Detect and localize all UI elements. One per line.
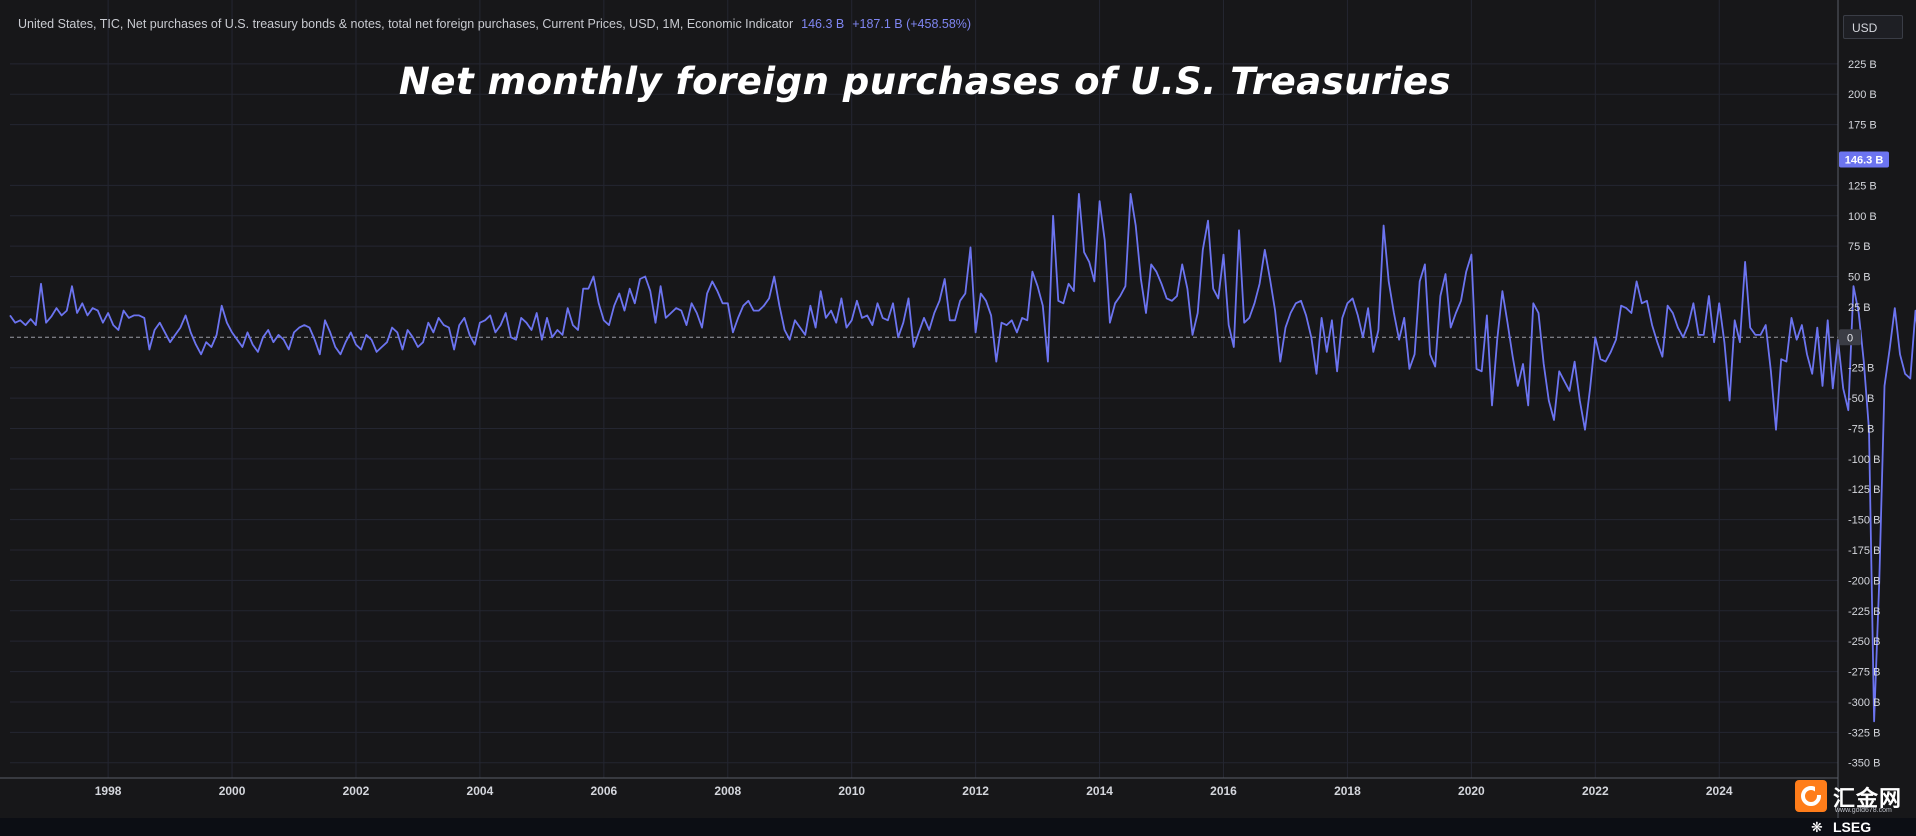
y-tick-label: -275 B [1848,667,1880,679]
y-tick-label: -300 B [1848,697,1880,709]
watermark-brand: 汇金网 www.gold678.com ❋ LSEG [1795,780,1916,836]
series-description: United States, TIC, Net purchases of U.S… [18,17,794,31]
brand-name: 汇金网 [1833,787,1903,812]
axis-badges: 146.3 B [1839,151,1889,168]
y-tick-label: 50 B [1848,272,1871,284]
series-line-net-purchases [9,193,1916,723]
x-tick-label: 2008 [714,784,741,798]
y-tick-label: 200 B [1848,89,1877,101]
chart-frame [0,0,1916,818]
y-tick-label: -325 B [1848,727,1880,739]
y-tick-label: -75 B [1848,423,1874,435]
y-tick-label: -250 B [1848,636,1880,648]
last-value-badge-label: 146.3 B [1845,154,1884,166]
x-tick-label: 2016 [1210,784,1237,798]
chart-title: Net monthly foreign purchases of U.S. Tr… [398,60,1452,103]
y-tick-label: 225 B [1848,59,1877,71]
last-value-badge [1839,151,1889,168]
x-tick-label: 2020 [1458,784,1485,798]
x-tick-label: 2006 [590,784,617,798]
y-tick-label: -100 B [1848,454,1880,466]
x-tick-label: 1998 [95,784,122,798]
line-chart[interactable]: 225 B 200 B 175 B 125 B 100 B 75 B 50 B 25 B 0 -2… [0,0,1916,818]
y-tick-label: 25 B [1848,302,1871,314]
x-tick-label: 2012 [962,784,989,798]
currency-button[interactable]: USD [1843,15,1903,39]
x-tick-label: 2014 [1086,784,1113,798]
brand-logo-icon [1795,780,1827,812]
y-tick-label: 0 [1847,332,1853,344]
x-tick-label: 2010 [838,784,865,798]
x-tick-label: 2000 [219,784,246,798]
brand-url: www.gold678.com [1835,807,1892,814]
x-tick-label: 2024 [1706,784,1733,798]
lseg-logo-icon: ❋ [1811,819,1823,835]
y-tick-label: -125 B [1848,484,1880,496]
legend-bar[interactable]: United States, TIC, Net purchases of U.S… [18,15,971,33]
series-change: +187.1 B (+458.58%) [852,17,972,31]
y-tick-label: -200 B [1848,575,1880,587]
y-tick-label: -225 B [1848,606,1880,618]
y-axis-tick-labels: 225 B 200 B 175 B 125 B 100 B 75 B 50 B 25 B 0 -2… [1839,59,1880,770]
x-axis-tick-labels: 1998 2000 2002 2004 2006 2008 2010 2012 2014 2016… [95,784,1733,798]
series-last-value: 146.3 B [801,17,845,31]
x-tick-label: 2018 [1334,784,1361,798]
grid-lines [10,0,1838,778]
lseg-wordmark: LSEG [1833,819,1872,835]
y-tick-label: -50 B [1848,393,1874,405]
y-tick-label: 175 B [1848,120,1877,132]
y-tick-label: 75 B [1848,241,1871,253]
y-tick-label: -25 B [1848,363,1874,375]
y-tick-label: -175 B [1848,545,1880,557]
y-tick-label: -150 B [1848,515,1880,527]
y-tick-label: 100 B [1848,211,1877,223]
x-tick-label: 2004 [467,784,494,798]
y-tick-label: 125 B [1848,180,1877,192]
y-tick-label: -350 B [1848,758,1880,770]
x-tick-label: 2002 [343,784,370,798]
x-tick-label: 2022 [1582,784,1609,798]
zero-badge-bg [1839,329,1861,346]
